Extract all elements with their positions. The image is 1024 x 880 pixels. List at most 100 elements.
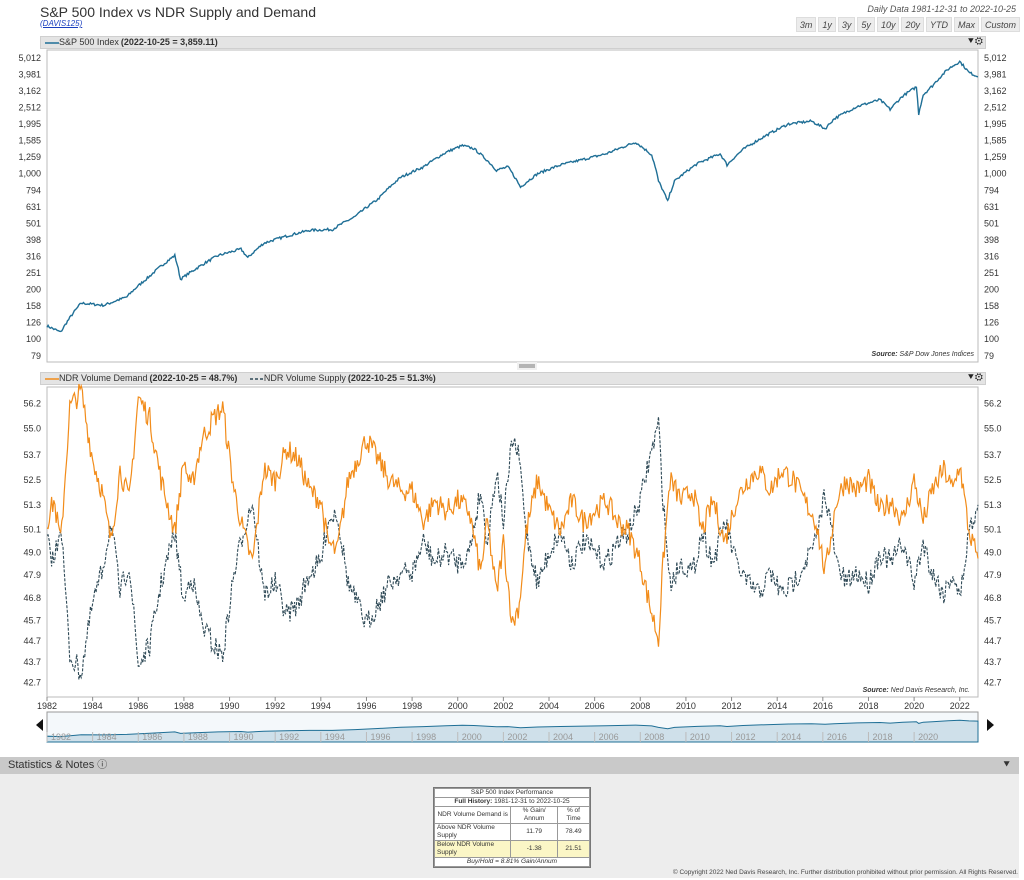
spx-y-tick-label-right: 2,512 — [984, 103, 1007, 113]
demand-legend-line-icon — [45, 377, 59, 380]
spx-y-tick-label-left: 1,000 — [18, 169, 41, 179]
navigator-series-area — [46, 719, 979, 743]
ndr-y-tick-label-left: 53.7 — [23, 450, 41, 460]
navigator-label: 2018 — [872, 732, 892, 742]
navigator-label: 1982 — [51, 732, 71, 742]
navigator[interactable]: 1982 1984 1986 1988 1990 1992 1994 1996 1998 2000… — [46, 711, 979, 743]
ndr-y-tick-label-left: 55.0 — [23, 423, 41, 433]
ndr-y-tick-label-left: 47.9 — [23, 570, 41, 580]
perf-buy-hold: Buy/Hold = 8.81% Gain/Annum — [434, 857, 590, 867]
range-button-max[interactable]: Max — [953, 17, 979, 32]
chevron-down-icon[interactable]: ⯆ — [966, 36, 975, 47]
spx-y-tick-label-right: 126 — [984, 317, 999, 327]
ndr-y-tick-label-left: 42.7 — [23, 678, 41, 688]
ndr-panel-bar: NDR Volume Demand (2022-10-25 = 48.7%) N… — [40, 372, 986, 385]
perf-col-time: % of Time — [556, 806, 591, 824]
spx-panel-settings[interactable]: ⯆⚙ — [967, 36, 983, 47]
spx-y-tick-label-left: 2,512 — [18, 103, 41, 113]
performance-table: S&P 500 Index Performance Full History: … — [433, 787, 591, 868]
chart-title: S&P 500 Index vs NDR Supply and Demand — [40, 4, 317, 20]
supply-series-line — [46, 416, 979, 680]
gear-icon[interactable]: ⚙ — [974, 372, 983, 383]
ndr-y-tick-label-right: 52.5 — [984, 475, 1002, 485]
perf-row-gain: -1.38 — [510, 840, 558, 858]
spx-legend: S&P 500 Index (2022-10-25 = 3,859.11) — [45, 37, 220, 48]
navigator-label: 2004 — [553, 732, 573, 742]
ndr-y-tick-label-right: 46.8 — [984, 593, 1002, 603]
x-tick-label: 2014 — [767, 701, 787, 711]
ndr-y-tick-label-right: 44.7 — [984, 636, 1002, 646]
spx-y-tick-label-right: 100 — [984, 334, 999, 344]
navigator-label: 2000 — [462, 732, 482, 742]
ndr-y-tick-label-right: 56.2 — [984, 399, 1002, 409]
range-button-custom[interactable]: Custom — [980, 17, 1020, 32]
range-button-3y[interactable]: 3y — [837, 17, 856, 32]
navigator-label: 2002 — [507, 732, 527, 742]
chevron-down-icon[interactable]: ⯆ — [966, 372, 975, 383]
info-icon[interactable]: ⓘ — [97, 760, 108, 771]
ndr-y-tick-label-left: 52.5 — [23, 475, 41, 485]
spx-y-tick-label-left: 100 — [26, 334, 41, 344]
spx-y-tick-label-left: 1,995 — [18, 119, 41, 129]
x-tick-label: 1998 — [402, 701, 422, 711]
ndr-y-tick-label-right: 53.7 — [984, 450, 1002, 460]
spx-y-tick-label-right: 3,162 — [984, 86, 1007, 96]
range-button-20y[interactable]: 20y — [901, 17, 924, 32]
x-tick-label: 2004 — [539, 701, 559, 711]
spx-y-tick-label-left: 316 — [26, 251, 41, 261]
demand-legend-label: NDR Volume Demand — [59, 373, 148, 383]
spx-y-tick-label-left: 1,259 — [18, 152, 41, 162]
spx-y-tick-label-left: 5,012 — [18, 53, 41, 63]
panel-resize-handle[interactable] — [517, 362, 537, 370]
navigator-label: 2020 — [918, 732, 938, 742]
perf-row-below: Below NDR Volume Supply -1.38 21.51 — [433, 840, 591, 858]
spx-y-tick-label-right: 1,585 — [984, 136, 1007, 146]
range-button-1y[interactable]: 1y — [818, 17, 836, 32]
spx-y-tick-label-left: 158 — [26, 301, 41, 311]
navigator-right-arrow-icon[interactable] — [987, 719, 994, 731]
x-tick-label: 2010 — [676, 701, 696, 711]
x-tick-label: 2022 — [950, 701, 970, 711]
perf-row-label: Below NDR Volume Supply — [433, 840, 512, 858]
ndr-y-tick-label-left: 56.2 — [23, 399, 41, 409]
demand-legend: NDR Volume Demand (2022-10-25 = 48.7%) — [45, 373, 239, 384]
range-button-10y[interactable]: 10y — [876, 17, 900, 32]
ndr-y-tick-label-right: 43.7 — [984, 657, 1002, 667]
chevron-down-icon[interactable]: ⯆ — [1002, 759, 1011, 771]
range-button-ytd[interactable]: YTD — [925, 17, 952, 32]
ndr-axes: 56.2 56.2 55.0 55.0 53.7 53.7 52.5 52.5 51.3 51.3… — [23, 386, 1002, 711]
spx-y-tick-label-right: 79 — [984, 351, 994, 361]
spx-y-tick-label-left: 398 — [26, 235, 41, 245]
spx-panel-bar: S&P 500 Index (2022-10-25 = 3,859.11) ⯆⚙ — [40, 36, 986, 49]
x-tick-label: 2002 — [493, 701, 513, 711]
navigator-label: 1994 — [325, 732, 345, 742]
spx-y-tick-label-left: 1,585 — [18, 136, 41, 146]
navigator-label: 2016 — [827, 732, 847, 742]
x-tick-label: 1990 — [220, 701, 240, 711]
navigator-label: 2012 — [736, 732, 756, 742]
statistics-notes-bar[interactable]: Statistics & Notes ⓘ ⯆ — [0, 757, 1019, 774]
date-range-text: Daily Data 1981-12-31 to 2022-10-25 — [867, 4, 1016, 14]
range-button-5y[interactable]: 5y — [857, 17, 875, 32]
navigator-label: 1998 — [416, 732, 436, 742]
chart-code-link[interactable]: (DAVIS125) — [40, 19, 83, 28]
x-tick-label: 2008 — [630, 701, 650, 711]
spx-legend-line-icon — [45, 41, 59, 44]
range-button-group: 3m 1y 3y 5y 10y 20y YTD Max Custom — [795, 17, 1020, 32]
spx-series-line — [46, 60, 979, 333]
spx-y-tick-label-right: 1,995 — [984, 119, 1007, 129]
spx-y-tick-label-right: 398 — [984, 235, 999, 245]
navigator-left-arrow-icon[interactable] — [36, 719, 43, 731]
spx-y-tick-label-left: 501 — [26, 218, 41, 228]
ndr-y-tick-label-right: 55.0 — [984, 423, 1002, 433]
range-button-3m[interactable]: 3m — [795, 17, 817, 32]
demand-series-line — [46, 383, 979, 647]
spx-legend-label: S&P 500 Index — [59, 37, 119, 47]
gear-icon[interactable]: ⚙ — [974, 36, 983, 47]
ndr-panel-settings[interactable]: ⯆⚙ — [967, 372, 983, 383]
spx-y-tick-label-right: 1,000 — [984, 169, 1007, 179]
x-tick-label: 2020 — [904, 701, 924, 711]
navigator-label: 1996 — [370, 732, 390, 742]
spx-y-tick-label-right: 200 — [984, 284, 999, 294]
ndr-y-tick-label-left: 46.8 — [23, 593, 41, 603]
